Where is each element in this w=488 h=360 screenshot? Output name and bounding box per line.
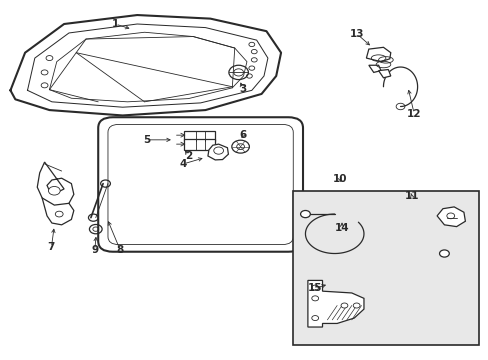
Polygon shape	[368, 65, 380, 72]
Text: 11: 11	[404, 191, 418, 201]
Text: 3: 3	[239, 84, 245, 94]
Text: 13: 13	[349, 29, 363, 39]
Polygon shape	[436, 207, 465, 226]
Text: 14: 14	[334, 224, 348, 233]
Polygon shape	[366, 47, 390, 62]
Circle shape	[340, 303, 347, 308]
Circle shape	[300, 211, 310, 218]
Polygon shape	[49, 32, 246, 102]
FancyBboxPatch shape	[183, 139, 215, 149]
Circle shape	[55, 211, 63, 217]
Circle shape	[233, 69, 243, 76]
Circle shape	[48, 186, 60, 195]
Polygon shape	[37, 162, 74, 205]
Polygon shape	[207, 144, 228, 160]
Text: 2: 2	[184, 150, 192, 161]
Text: 5: 5	[143, 135, 150, 145]
Text: 15: 15	[307, 283, 322, 293]
Text: 6: 6	[239, 130, 246, 140]
Circle shape	[311, 296, 318, 301]
Circle shape	[439, 250, 448, 257]
Circle shape	[311, 285, 318, 290]
Text: 10: 10	[332, 174, 346, 184]
Text: 9: 9	[91, 245, 98, 255]
Polygon shape	[27, 24, 267, 107]
Circle shape	[311, 316, 318, 320]
Text: 8: 8	[116, 245, 123, 255]
Text: 7: 7	[48, 242, 55, 252]
Polygon shape	[307, 280, 363, 327]
Bar	[293, 191, 478, 345]
Polygon shape	[378, 69, 390, 78]
Text: 1: 1	[111, 19, 119, 29]
FancyBboxPatch shape	[183, 131, 215, 140]
Text: 12: 12	[406, 109, 421, 119]
Circle shape	[352, 303, 359, 308]
Text: 4: 4	[180, 159, 187, 169]
Polygon shape	[10, 15, 281, 116]
